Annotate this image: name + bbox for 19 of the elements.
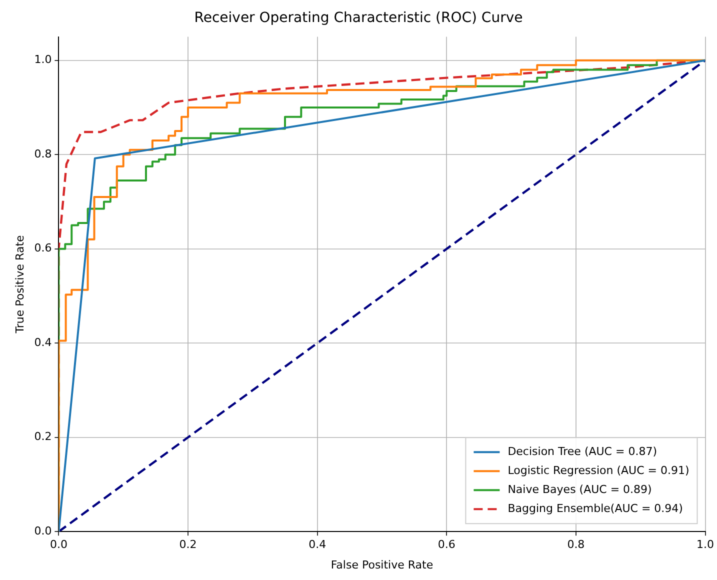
x-tick-label: 0.2	[179, 538, 197, 552]
chart-title: Receiver Operating Characteristic (ROC) Curve	[194, 10, 523, 26]
y-tick-label: 0.0	[34, 524, 52, 538]
x-tick-label: 0.4	[308, 538, 326, 552]
x-tick-label: 0.0	[50, 538, 68, 552]
legend-label: Logistic Regression (AUC = 0.91)	[508, 464, 690, 477]
y-tick-label: 0.8	[34, 147, 52, 160]
y-tick-label: 0.2	[34, 430, 52, 444]
y-axis-title: True Positive Rate	[13, 234, 26, 334]
y-tick-label: 0.4	[34, 336, 52, 349]
y-tick-label: 0.6	[34, 242, 52, 255]
x-tick-label: 1.0	[696, 538, 714, 552]
legend-label: Decision Tree (AUC = 0.87)	[508, 444, 657, 458]
y-tick-label: 1.0	[34, 53, 52, 66]
x-tick-label: 0.8	[567, 538, 585, 552]
x-axis-title: False Positive Rate	[330, 558, 434, 572]
legend-label: Naive Bayes (AUC = 0.89)	[508, 482, 652, 496]
x-tick-label: 0.6	[438, 538, 456, 552]
legend-label: Bagging Ensemble(AUC = 0.94)	[508, 502, 683, 515]
